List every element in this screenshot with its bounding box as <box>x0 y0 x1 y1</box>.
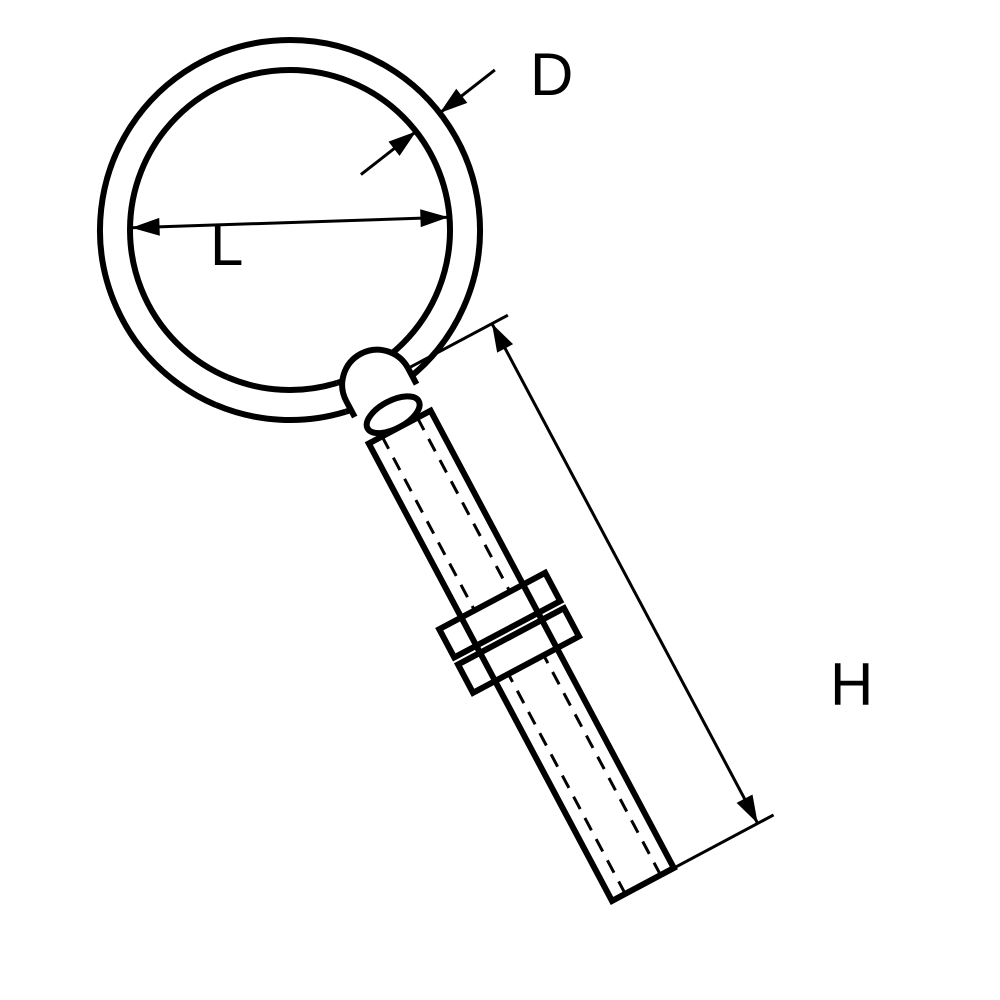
ring-inner-edge <box>130 70 450 390</box>
dim-L-label: L <box>210 211 243 278</box>
ring-pin-diagram: L D H <box>0 0 1000 1000</box>
shaft-assembly <box>308 326 696 913</box>
dim-D-label: D <box>530 41 573 108</box>
dim-L-line <box>132 217 449 227</box>
dim-H-label: H <box>830 651 873 718</box>
